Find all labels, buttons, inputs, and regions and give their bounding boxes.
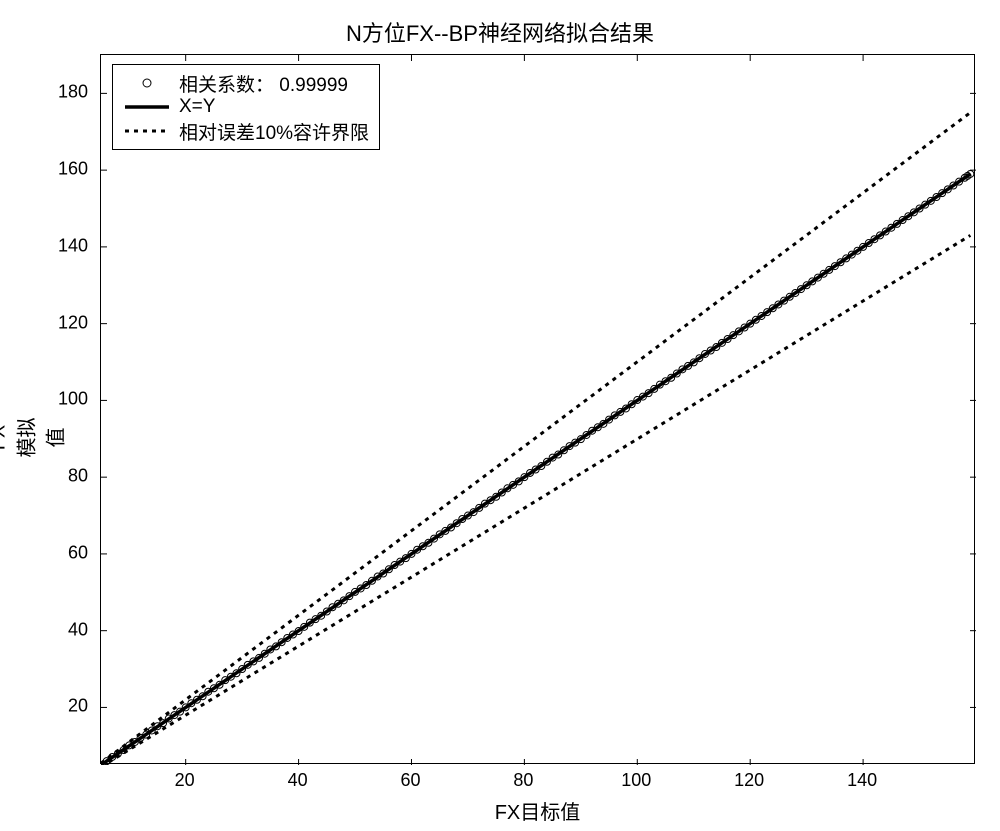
y-axis-label: FX模拟值 (0, 418, 69, 458)
x-tick-label: 140 (847, 770, 877, 791)
x-tick-label: 20 (175, 770, 195, 791)
legend-swatch (123, 121, 171, 141)
y-tick-label: 180 (48, 82, 88, 103)
legend-item-label: X=Y (179, 96, 215, 118)
y-tick-label: 20 (48, 696, 88, 717)
plot-svg (101, 55, 976, 765)
legend-swatch (123, 73, 171, 93)
x-tick-label: 60 (400, 770, 420, 791)
chart-title: N方位FX--BP神经网络拟合结果 (0, 16, 1000, 48)
y-axis-label-text: FX模拟值 (0, 418, 68, 458)
x-tick-label: 100 (621, 770, 651, 791)
y-tick-label: 80 (48, 466, 88, 487)
y-tick-label: 120 (48, 312, 88, 333)
x-axis-label-text: FX目标值 (495, 802, 581, 824)
legend-item-label: 相关系数： 0.99999 (179, 70, 348, 97)
legend-item-label: 相对误差10%容许界限 (179, 118, 369, 145)
legend-item: 相对误差10%容许界限 (123, 119, 369, 143)
y-tick-label: 140 (48, 235, 88, 256)
legend-swatch (123, 97, 171, 117)
x-axis-label: FX目标值 (100, 796, 975, 825)
y-tick-label: 160 (48, 159, 88, 180)
legend: 相关系数： 0.99999X=Y相对误差10%容许界限 (112, 64, 380, 150)
x-tick-label: 120 (734, 770, 764, 791)
plot-area (100, 54, 975, 764)
legend-item: X=Y (123, 95, 369, 119)
y-tick-label: 60 (48, 542, 88, 563)
figure: N方位FX--BP神经网络拟合结果 20 40 60 80 100 120 140 20 40… (0, 0, 1000, 831)
y-tick-label: 40 (48, 619, 88, 640)
legend-item: 相关系数： 0.99999 (123, 71, 369, 95)
chart-title-text: N方位FX--BP神经网络拟合结果 (346, 21, 654, 46)
x-tick-label: 80 (513, 770, 533, 791)
y-tick-label: 100 (48, 389, 88, 410)
x-tick-label: 40 (288, 770, 308, 791)
